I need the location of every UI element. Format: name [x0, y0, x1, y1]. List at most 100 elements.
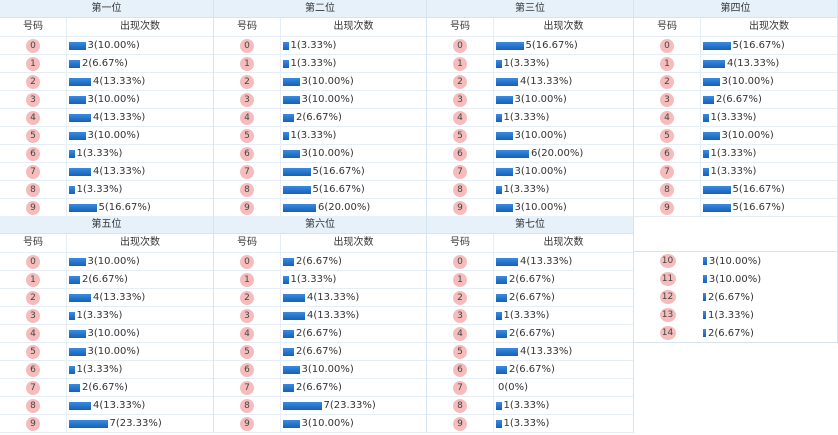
table-row: 9 7(23.33%) — [0, 415, 213, 433]
number-cell: 8 — [214, 181, 281, 198]
count-cell: 4(13.33%) — [67, 76, 213, 87]
frequency-text: 1(3.33%) — [290, 40, 337, 51]
frequency-text: 1(3.33%) — [503, 112, 550, 123]
count-cell: 3(10.00%) — [281, 418, 426, 429]
number-ball: 3 — [26, 92, 40, 107]
number-cell: 5 — [0, 127, 67, 144]
table-row: 2 3(10.00%) — [634, 73, 837, 91]
table-row: 1 1(3.33%) — [214, 271, 426, 289]
number-cell: 9 — [427, 415, 494, 432]
frequency-bar — [703, 59, 725, 68]
position-title: 第二位 — [214, 0, 426, 18]
frequency-bar — [69, 113, 91, 122]
number-ball: 0 — [26, 38, 40, 53]
table-row: 8 5(16.67%) — [214, 181, 426, 199]
frequency-text: 2(6.67%) — [82, 382, 128, 393]
number-cell: 2 — [214, 289, 281, 306]
number-ball: 5 — [453, 128, 467, 143]
position-title: 第三位 — [427, 0, 633, 18]
frequency-text: 4(13.33%) — [307, 292, 360, 303]
frequency-text: 6(20.00%) — [318, 202, 371, 213]
table-row: 12 2(6.67%) — [634, 288, 837, 306]
count-cell: 1(3.33%) — [494, 310, 633, 321]
table-row: 14 2(6.67%) — [634, 324, 837, 342]
frequency-text: 2(6.67%) — [509, 292, 555, 303]
frequency-text: 1(3.33%) — [503, 418, 550, 429]
count-cell: 1(3.33%) — [67, 148, 213, 159]
table-row: 8 1(3.33%) — [0, 181, 213, 199]
number-ball: 9 — [240, 200, 254, 215]
number-ball: 3 — [453, 308, 467, 323]
number-ball: 10 — [659, 254, 676, 268]
number-ball: 5 — [240, 344, 254, 359]
number-column-header: 号码 — [427, 18, 494, 36]
count-cell: 0(0%) — [494, 382, 633, 393]
frequency-bar — [496, 131, 513, 140]
frequency-text: 2(6.67%) — [296, 382, 342, 393]
table-row: 8 5(16.67%) — [634, 181, 837, 199]
frequency-bar — [69, 167, 91, 176]
frequency-text: 1(3.33%) — [503, 400, 550, 411]
number-cell: 5 — [0, 343, 67, 360]
frequency-text: 2(6.67%) — [708, 291, 754, 303]
number-cell: 4 — [427, 325, 494, 342]
number-ball: 5 — [453, 344, 467, 359]
count-cell: 2(6.67%) — [494, 274, 633, 285]
count-column-header: 出现次数 — [333, 21, 374, 32]
frequency-text: 4(13.33%) — [307, 310, 360, 321]
frequency-text: 3(10.00%) — [514, 130, 567, 141]
frequency-bar — [283, 77, 300, 86]
number-ball: 6 — [26, 146, 40, 161]
number-column-header: 号码 — [0, 234, 67, 252]
table-row: 0 5(16.67%) — [427, 37, 633, 55]
column-header-row: 号码 出现次数 — [0, 234, 213, 253]
number-ball: 1 — [26, 272, 40, 287]
number-ball: 5 — [26, 344, 40, 359]
number-ball: 2 — [240, 74, 254, 89]
count-cell: 4(13.33%) — [67, 166, 213, 177]
number-cell: 1 — [634, 55, 701, 72]
count-cell: 4(13.33%) — [67, 112, 213, 123]
frequency-text: 2(6.67%) — [82, 274, 128, 285]
count-cell: 2(6.67%) — [281, 256, 426, 267]
number-cell: 1 — [427, 55, 494, 72]
number-cell: 3 — [0, 91, 67, 108]
position-block: 第一位 号码 出现次数 0 3(10.00%) 1 2(6.67%) 2 4(13.33%) 3 3… — [0, 0, 214, 217]
count-cell: 1(3.33%) — [281, 274, 426, 285]
table-row: 6 6(20.00%) — [427, 145, 633, 163]
table-row: 3 3(10.00%) — [427, 91, 633, 109]
column-header-row: 号码 出现次数 — [214, 234, 426, 253]
frequency-bar — [283, 293, 305, 302]
frequency-text: 1(3.33%) — [76, 184, 123, 195]
table-row: 9 6(20.00%) — [214, 199, 426, 217]
count-cell: 3(10.00%) — [281, 364, 426, 375]
number-cell: 8 — [427, 181, 494, 198]
table-row: 0 5(16.67%) — [634, 37, 837, 55]
frequency-bar — [496, 365, 507, 374]
table-row: 5 3(10.00%) — [0, 343, 213, 361]
number-ball: 1 — [660, 56, 674, 71]
number-cell: 0 — [0, 37, 67, 54]
frequency-bar — [69, 185, 75, 194]
number-ball: 14 — [659, 326, 676, 340]
frequency-bar — [496, 95, 513, 104]
number-cell: 1 — [0, 55, 67, 72]
count-cell: 6(20.00%) — [281, 202, 426, 213]
number-cell: 8 — [0, 181, 67, 198]
frequency-bar — [283, 383, 294, 392]
number-ball: 4 — [240, 326, 254, 341]
frequency-bar — [283, 275, 289, 284]
frequency-bar — [703, 113, 709, 122]
count-cell: 3(10.00%) — [701, 76, 837, 87]
frequency-text: 1(3.33%) — [76, 310, 123, 321]
number-ball: 3 — [240, 92, 254, 107]
count-cell: 1(3.33%) — [281, 130, 426, 141]
frequency-bar — [69, 203, 97, 212]
position-title: 第四位 — [634, 0, 837, 18]
number-cell: 4 — [634, 109, 701, 126]
number-ball: 0 — [453, 38, 467, 53]
number-cell: 4 — [427, 109, 494, 126]
number-ball: 5 — [660, 128, 674, 143]
table-row: 11 3(10.00%) — [634, 270, 837, 288]
table-row: 8 7(23.33%) — [214, 397, 426, 415]
